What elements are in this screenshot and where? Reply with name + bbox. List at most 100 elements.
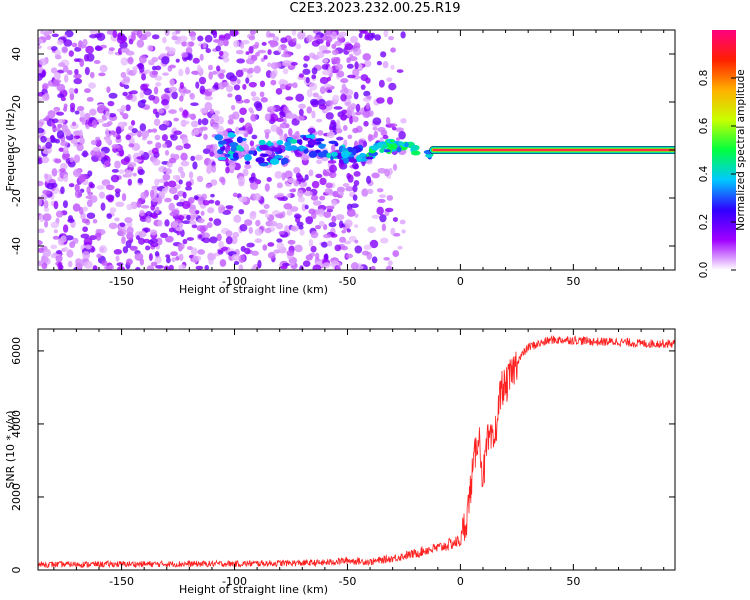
- noise-speckle: [311, 110, 316, 119]
- transition-blob: [238, 146, 245, 152]
- noise-speckle: [103, 265, 113, 270]
- noise-speckle: [205, 48, 211, 54]
- noise-speckle: [207, 64, 214, 71]
- noise-speckle: [105, 184, 115, 191]
- noise-speckle: [294, 244, 303, 253]
- noise-speckle: [162, 37, 167, 44]
- noise-speckle: [232, 111, 240, 120]
- noise-speckle: [236, 58, 245, 64]
- noise-speckle: [249, 30, 257, 35]
- noise-speckle: [358, 139, 364, 143]
- noise-speckle: [108, 49, 114, 55]
- noise-speckle: [390, 227, 396, 236]
- noise-speckle: [51, 118, 59, 124]
- noise-speckle: [302, 68, 311, 75]
- noise-speckle: [243, 99, 250, 104]
- noise-speckle: [161, 134, 168, 142]
- spec-xtick-label: -50: [338, 275, 356, 288]
- noise-speckle: [69, 156, 75, 163]
- noise-speckle: [325, 205, 335, 210]
- noise-speckle: [62, 152, 71, 159]
- noise-speckle: [311, 74, 317, 80]
- noise-speckle: [352, 184, 358, 193]
- noise-speckle: [335, 214, 345, 221]
- noise-speckle: [309, 98, 319, 106]
- noise-speckle: [69, 241, 76, 249]
- noise-speckle: [330, 233, 338, 238]
- noise-speckle: [218, 50, 224, 57]
- transition-blob: [259, 144, 269, 151]
- noise-speckle: [206, 222, 213, 229]
- noise-speckle: [370, 265, 376, 270]
- noise-speckle: [150, 242, 159, 248]
- noise-speckle: [360, 84, 366, 90]
- noise-speckle: [246, 73, 253, 79]
- noise-speckle: [57, 93, 65, 99]
- noise-speckle: [103, 160, 110, 167]
- noise-speckle: [185, 66, 190, 75]
- noise-speckle: [345, 186, 354, 192]
- noise-speckle: [367, 133, 373, 142]
- noise-speckle: [287, 83, 294, 87]
- noise-speckle: [298, 73, 305, 78]
- noise-speckle: [222, 210, 232, 215]
- noise-speckle: [319, 177, 327, 186]
- noise-speckle: [246, 69, 251, 74]
- noise-speckle: [86, 212, 96, 219]
- noise-speckle: [310, 245, 317, 253]
- noise-speckle: [355, 103, 361, 113]
- spec-xtick-label: -100: [222, 275, 247, 288]
- noise-speckle: [182, 238, 188, 245]
- noise-speckle: [250, 91, 257, 97]
- noise-speckle: [116, 266, 126, 270]
- noise-speckle: [346, 109, 352, 118]
- noise-speckle: [251, 134, 258, 140]
- noise-speckle: [218, 82, 226, 90]
- noise-speckle: [129, 245, 138, 252]
- noise-speckle: [63, 173, 69, 183]
- noise-speckle: [347, 74, 356, 79]
- noise-speckle: [195, 81, 200, 89]
- noise-speckle: [323, 83, 332, 88]
- noise-speckle: [324, 253, 329, 261]
- noise-speckle: [231, 104, 236, 111]
- noise-speckle: [344, 240, 352, 245]
- transition-blob: [289, 139, 298, 144]
- noise-speckle: [232, 192, 238, 198]
- snr-plot-area: [38, 334, 675, 569]
- noise-speckle: [378, 79, 385, 88]
- noise-speckle: [74, 88, 79, 94]
- figure-title: C2E3.2023.232.00.25.R19: [289, 1, 461, 16]
- noise-speckle: [177, 215, 185, 221]
- snr-ylabel: SNR (10 * v/v): [4, 410, 17, 488]
- noise-speckle: [82, 38, 88, 47]
- noise-speckle: [270, 79, 277, 86]
- noise-speckle: [141, 130, 150, 139]
- noise-speckle: [219, 176, 226, 183]
- noise-speckle: [317, 130, 324, 136]
- noise-speckle: [396, 69, 404, 73]
- noise-speckle: [372, 117, 382, 125]
- noise-speckle: [120, 158, 130, 165]
- noise-speckle: [137, 169, 145, 176]
- noise-speckle: [41, 69, 46, 78]
- noise-speckle: [121, 193, 127, 202]
- spec-xtick-label: 0: [457, 275, 464, 288]
- noise-speckle: [202, 42, 207, 49]
- noise-speckle: [245, 51, 250, 55]
- noise-speckle: [239, 42, 245, 49]
- noise-speckle: [168, 227, 175, 233]
- noise-speckle: [170, 251, 178, 257]
- noise-speckle: [148, 94, 156, 101]
- noise-speckle: [352, 68, 360, 77]
- noise-speckle: [164, 197, 172, 203]
- transition-blob: [297, 146, 307, 150]
- noise-speckle: [154, 134, 161, 141]
- noise-speckle: [77, 44, 87, 49]
- noise-speckle: [234, 94, 242, 102]
- noise-speckle: [151, 70, 159, 76]
- noise-speckle: [274, 171, 283, 179]
- noise-speckle: [79, 206, 84, 215]
- noise-speckle: [158, 108, 165, 114]
- noise-speckle: [347, 134, 353, 140]
